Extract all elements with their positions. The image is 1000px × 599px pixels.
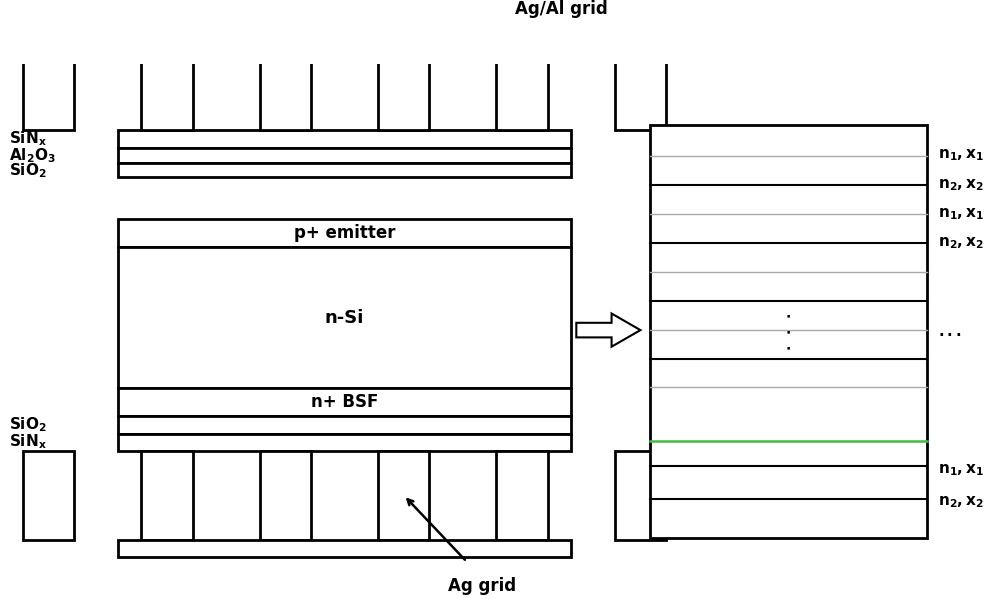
Bar [496,450,548,540]
Bar [496,41,548,130]
Bar [260,41,311,130]
Bar [23,450,74,540]
Bar [118,163,571,177]
Text: n+ BSF: n+ BSF [311,393,378,411]
Text: $\mathbf{n_2, x_2}$: $\mathbf{n_2, x_2}$ [938,235,985,250]
Bar [378,450,429,540]
Bar [118,148,571,163]
Text: $\mathbf{Al_2O_3}$: $\mathbf{Al_2O_3}$ [9,146,56,165]
Text: n-Si: n-Si [325,308,364,326]
Polygon shape [576,313,640,347]
Text: $\mathbf{SiO_2}$: $\mathbf{SiO_2}$ [9,161,47,180]
Bar [378,41,429,130]
Bar [615,450,666,540]
Text: $\mathbf{SiN_x}$: $\mathbf{SiN_x}$ [9,129,47,149]
Text: $\mathbf{\cdot}$
$\mathbf{\cdot}$
$\mathbf{\cdot}$: $\mathbf{\cdot}$ $\mathbf{\cdot}$ $\math… [785,308,791,355]
Bar [118,247,571,388]
Text: $\mathbf{SiN_x}$: $\mathbf{SiN_x}$ [9,433,47,452]
Bar [118,416,571,434]
Bar [141,450,193,540]
Bar [118,388,571,416]
Bar [118,540,571,556]
Text: Ag/Al grid: Ag/Al grid [515,0,608,18]
Bar [615,41,666,130]
Bar [118,434,571,450]
Text: $\mathbf{n_2, x_2}$: $\mathbf{n_2, x_2}$ [938,177,985,193]
Text: Ag grid: Ag grid [448,577,516,595]
Text: $\mathbf{n_1, x_1}$: $\mathbf{n_1, x_1}$ [938,206,985,222]
Bar [650,125,927,539]
Text: $\mathbf{n_2, x_2}$: $\mathbf{n_2, x_2}$ [938,494,985,510]
Text: $\mathbf{SiO_2}$: $\mathbf{SiO_2}$ [9,416,47,434]
Bar [23,41,74,130]
Bar [260,450,311,540]
Bar [118,219,571,247]
Bar [141,41,193,130]
Text: $\mathbf{n_1, x_1}$: $\mathbf{n_1, x_1}$ [938,147,985,162]
Text: p+ emitter: p+ emitter [294,225,395,243]
Text: $\mathbf{n_1, x_1}$: $\mathbf{n_1, x_1}$ [938,462,985,478]
Bar [118,130,571,148]
Text: $\mathbf{...}$: $\mathbf{...}$ [938,324,962,339]
